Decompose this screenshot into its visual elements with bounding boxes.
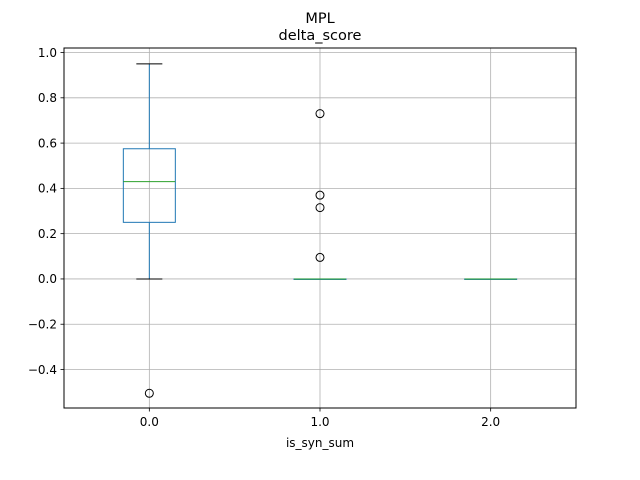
- boxplot-2.0: [464, 278, 518, 280]
- y-tick-label: 0.6: [38, 136, 57, 150]
- y-tick-label: 0.0: [38, 272, 57, 286]
- tick-layer: −0.4 −0.2 0.0 0.2 0.4 0.6 0.8 1.0 0.0 1.0 2.0: [28, 46, 500, 429]
- boxplot-0.0: [122, 63, 176, 398]
- x-tick-label: 0.0: [140, 415, 159, 429]
- flier-point: [315, 252, 325, 262]
- y-tick-label: 0.2: [38, 227, 57, 241]
- flier-point: [144, 388, 154, 398]
- y-tick-label: 1.0: [38, 46, 57, 60]
- chart-suptitle: MPL: [305, 11, 334, 27]
- y-tick-label: −0.4: [28, 363, 57, 377]
- chart-title: delta_score: [279, 28, 362, 44]
- box: [122, 148, 176, 223]
- y-tick-label: −0.2: [28, 318, 57, 332]
- x-tick-label: 2.0: [481, 415, 500, 429]
- x-tick-label: 1.0: [310, 415, 329, 429]
- flier-point: [315, 203, 325, 213]
- y-tick-label: 0.8: [38, 91, 57, 105]
- x-axis-label: is_syn_sum: [286, 436, 354, 450]
- y-tick-label: 0.4: [38, 182, 57, 196]
- boxplot-1.0: [293, 109, 347, 280]
- flier-point: [315, 190, 325, 200]
- flier-point: [315, 109, 325, 119]
- box-layer: [122, 63, 518, 398]
